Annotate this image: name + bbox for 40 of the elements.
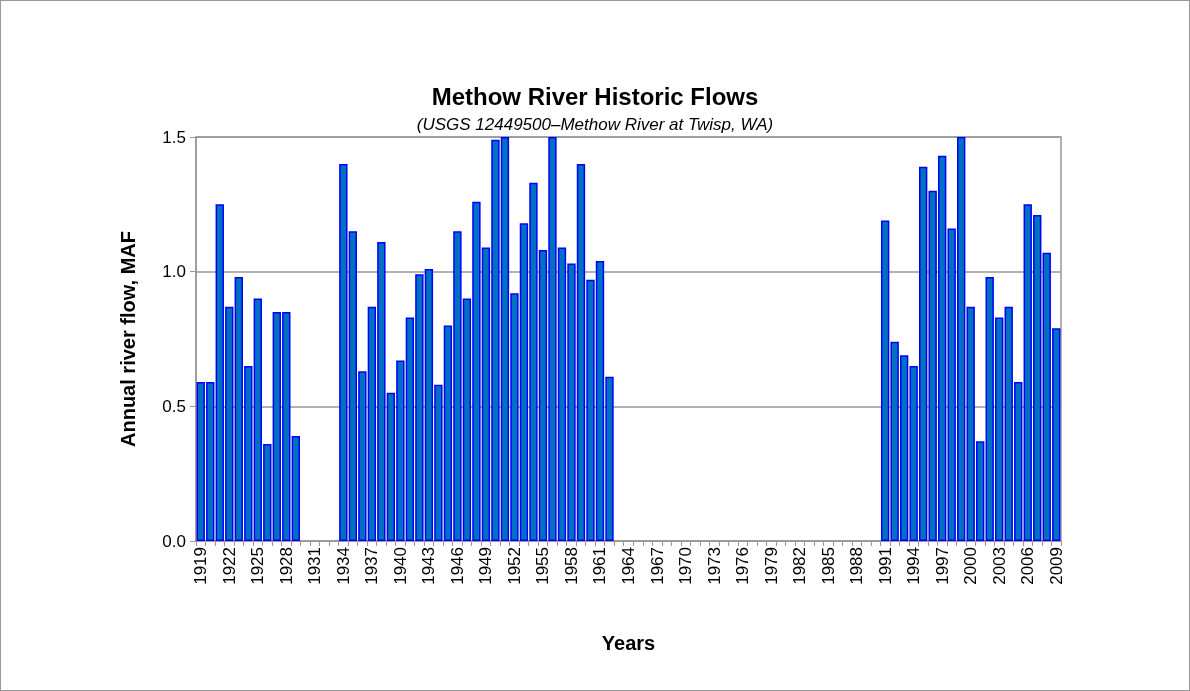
- y-tick-label: 1.0: [162, 262, 186, 282]
- x-tick-label: 2009: [1046, 547, 1066, 585]
- y-tick-label: 1.5: [162, 127, 186, 147]
- x-tick-label: 1919: [191, 547, 211, 585]
- x-tick-label: 1940: [390, 547, 410, 585]
- x-tick-label: 1928: [276, 547, 296, 585]
- x-tick-label: 1925: [248, 547, 268, 585]
- x-tick-label: 2000: [961, 547, 981, 585]
- chart-title: Methow River Historic Flows: [431, 82, 759, 110]
- x-axis-title: Years: [601, 632, 656, 654]
- x-tick-label: 1997: [932, 547, 952, 585]
- y-tick-label: 0.0: [162, 531, 186, 551]
- x-tick-label: 1946: [447, 547, 467, 585]
- x-tick-label: 1970: [676, 547, 696, 585]
- x-tick-label: 1943: [419, 547, 439, 585]
- x-tick-label: 1958: [561, 547, 581, 585]
- x-tick-label: 1922: [219, 547, 239, 585]
- x-tick-label: 1967: [647, 547, 667, 585]
- x-tick-label: 1976: [733, 547, 753, 585]
- x-tick-label: 1955: [533, 547, 553, 585]
- x-tick-label: 2003: [989, 547, 1009, 585]
- x-tick-label: 1964: [619, 547, 638, 585]
- x-tick-label: 1979: [761, 547, 781, 585]
- x-tick-label: 1931: [305, 547, 325, 585]
- chart-subtitle: (USGS 12449500–Methow River at Twisp, WA): [416, 115, 774, 134]
- y-tick-label: 0.5: [162, 396, 186, 416]
- x-tick-label: 1949: [476, 547, 496, 585]
- x-tick-label: 1934: [333, 547, 353, 585]
- x-tick-label: 1952: [504, 547, 524, 585]
- x-tick-label: 1973: [704, 547, 724, 585]
- x-tick-label: 1937: [362, 547, 382, 585]
- x-tick-label: 1982: [790, 547, 810, 585]
- x-tick-label: 1988: [847, 547, 867, 585]
- x-tick-label: 1961: [590, 547, 610, 585]
- bar: [291, 435, 300, 541]
- x-tick-label: 2006: [1018, 547, 1038, 585]
- x-tick-label: 1994: [904, 547, 924, 585]
- y-axis-title: Annual river flow, MAF: [117, 231, 139, 447]
- x-tick-label: 1991: [875, 547, 895, 585]
- x-tick-label: 1985: [818, 547, 838, 585]
